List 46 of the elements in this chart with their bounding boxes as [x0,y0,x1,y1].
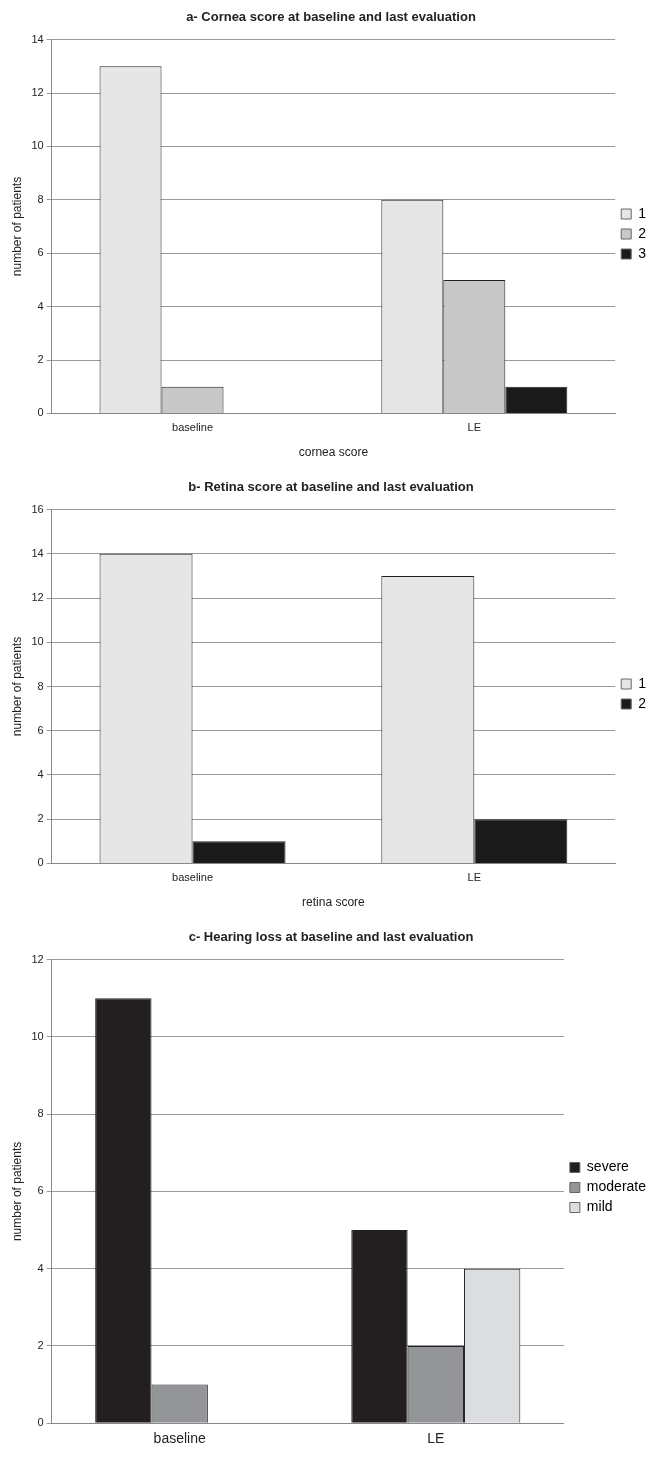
y-tick-label: 6 [37,246,44,259]
y-tick-label: 10 [31,139,44,152]
legend-label: mild [586,1198,613,1215]
x-tick-label: LE [427,1430,445,1447]
legend-label: 2 [638,224,647,241]
y-tick-label: 2 [37,812,44,825]
y-tick-label: 8 [37,192,44,205]
y-tick-label: 10 [31,1029,44,1042]
chart-title: b- Retina score at baseline and last evaluation [188,479,474,495]
y-tick-label: 12 [31,952,44,965]
y-tick-label: 2 [37,1338,44,1351]
legend-label: severe [586,1158,630,1175]
legend-label: 2 [638,694,647,711]
y-axis-title: number of patients [9,1141,24,1242]
y-tick-label: 0 [37,406,44,419]
x-tick-label: LE [467,871,482,884]
x-tick-label: LE [467,421,482,434]
x-axis-title: cornea score [298,445,369,460]
chart-title: a- Cornea score at baseline and last evaluation [186,9,476,25]
legend-label: 1 [638,674,647,691]
y-tick-label: 8 [37,679,44,692]
y-tick-label: 4 [37,1261,44,1274]
y-tick-label: 2 [37,353,44,366]
y-tick-label: 6 [37,723,44,736]
y-tick-label: 16 [31,502,44,515]
y-tick-label: 6 [37,1184,44,1197]
legend-label: moderate [586,1178,647,1195]
y-tick-label: 12 [31,86,44,99]
chart-title: c- Hearing loss at baseline and last evaluation [188,929,474,945]
y-tick-label: 0 [37,856,44,869]
legend-label: 1 [638,204,647,221]
y-tick-label: 4 [37,767,44,780]
y-tick-label: 10 [31,635,44,648]
x-tick-label: baseline [172,871,214,884]
y-tick-label: 12 [31,591,44,604]
y-tick-label: 4 [37,299,44,312]
y-tick-label: 8 [37,1107,44,1120]
x-tick-label: baseline [172,421,214,434]
y-tick-label: 14 [31,32,44,45]
x-tick-label: baseline [153,1430,206,1447]
x-axis-title: retina score [302,895,366,910]
y-tick-label: 14 [31,546,44,559]
y-axis-title: number of patients [9,636,24,737]
y-axis-title: number of patients [9,176,24,277]
y-tick-label: 0 [37,1416,44,1429]
legend-label: 3 [638,244,647,261]
